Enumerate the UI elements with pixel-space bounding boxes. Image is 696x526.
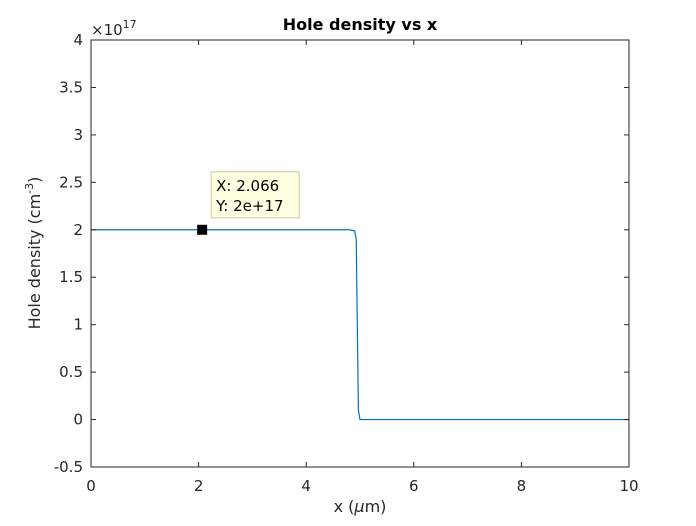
- y-exponent-power: 17: [123, 18, 137, 31]
- x-tick-label: 10: [619, 477, 638, 495]
- x-label-suffix: m): [365, 497, 387, 516]
- x-tick-label: 0: [86, 477, 96, 495]
- y-tick-label: 4: [73, 31, 83, 49]
- y-tick-label: 3: [73, 126, 83, 144]
- y-tick-label: 2: [73, 221, 83, 239]
- series-line: [91, 229, 629, 421]
- datatip-y-text: Y: 2e+17: [215, 197, 283, 215]
- datatip-x-text: X: 2.066: [216, 177, 279, 195]
- datatip-marker[interactable]: [197, 224, 208, 235]
- y-tick-label: 1.5: [59, 268, 83, 286]
- y-tick-label: 1: [73, 316, 83, 334]
- y-axis-ticks: -0.5 0 0.5 1 1.5 2 2.5 3 3.5 4: [54, 31, 629, 476]
- x-tick-label: 8: [517, 477, 527, 495]
- x-tick-label: 6: [409, 477, 419, 495]
- axes-background: [91, 40, 629, 467]
- x-axis-ticks: 0 2 4 6 8 10: [86, 40, 639, 495]
- y-tick-label: -0.5: [54, 458, 83, 476]
- x-label-greek: μ: [353, 497, 364, 516]
- x-axis-label: x (μm): [334, 497, 387, 516]
- y-tick-label: 0: [73, 411, 83, 429]
- plot-title: Hole density vs x: [283, 15, 438, 34]
- y-tick-label: 0.5: [59, 363, 83, 381]
- y-label-prefix: Hole density (cm: [25, 194, 44, 330]
- y-axis-exponent: ×1017: [91, 18, 137, 39]
- y-label-sup: -3: [23, 183, 36, 194]
- y-axis-label: Hole density (cm-3): [23, 177, 44, 330]
- x-tick-label: 2: [194, 477, 204, 495]
- y-exponent-base: ×10: [91, 21, 123, 39]
- plot-clip: [91, 229, 629, 421]
- y-tick-label: 2.5: [59, 173, 83, 191]
- x-tick-label: 4: [301, 477, 311, 495]
- axes-box: [90, 39, 630, 468]
- y-label-suffix: ): [25, 177, 44, 183]
- y-tick-label: 3.5: [59, 78, 83, 96]
- x-label-prefix: x (: [334, 497, 355, 516]
- datatip-box[interactable]: X: 2.066 Y: 2e+17: [210, 171, 300, 219]
- datatip-background: [210, 171, 300, 219]
